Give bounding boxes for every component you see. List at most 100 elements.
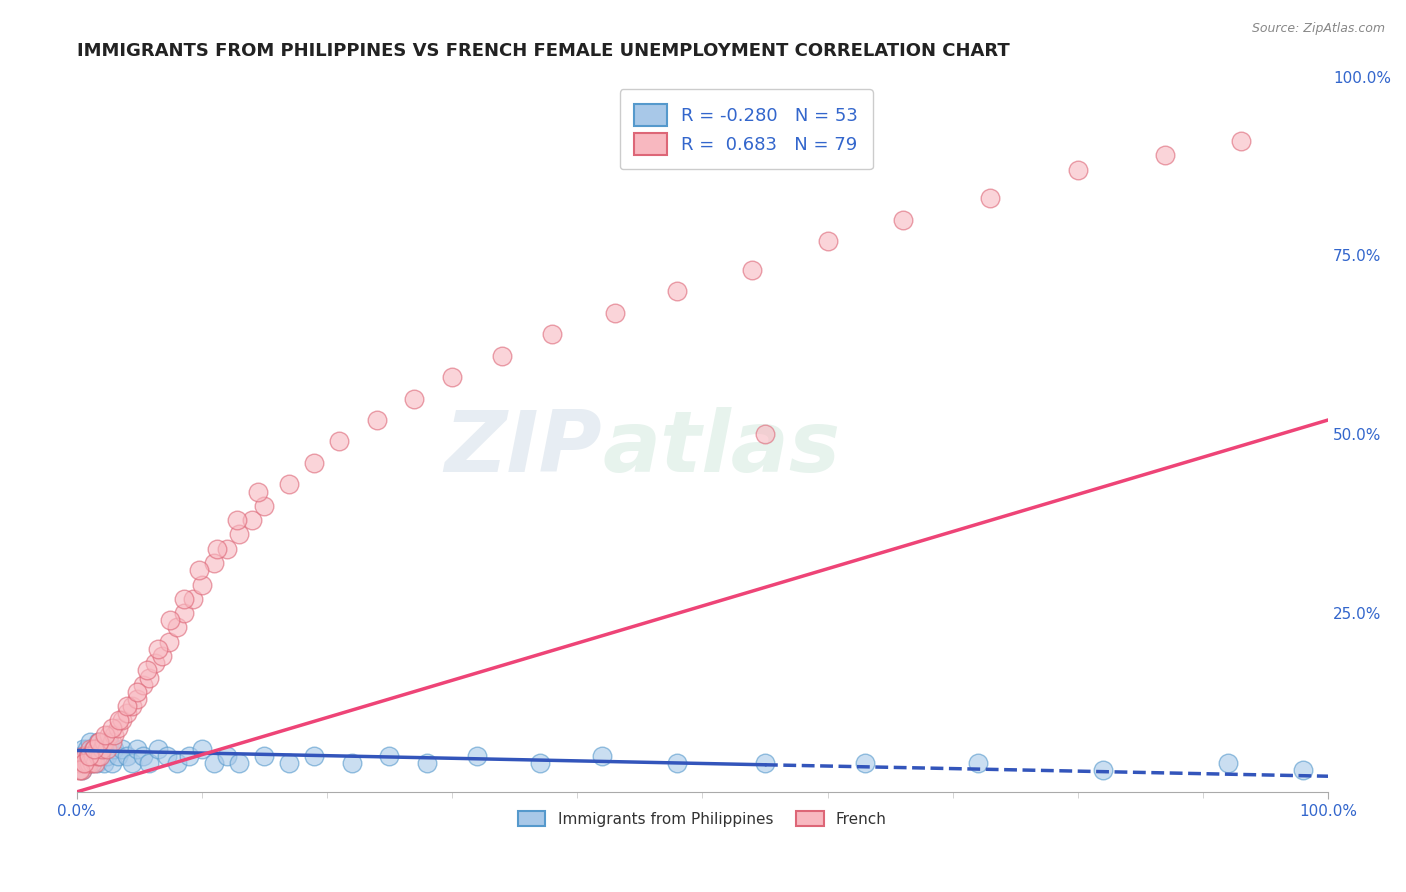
- Point: [121, 756, 143, 771]
- Point: [817, 234, 839, 248]
- Point: [404, 392, 426, 406]
- Point: [754, 756, 776, 771]
- Point: [115, 699, 138, 714]
- Point: [215, 541, 238, 556]
- Point: [529, 756, 551, 771]
- Text: atlas: atlas: [602, 407, 841, 490]
- Point: [1067, 162, 1090, 177]
- Point: [67, 756, 90, 771]
- Point: [1091, 764, 1114, 778]
- Point: [253, 749, 276, 764]
- Point: [138, 671, 160, 685]
- Point: [76, 749, 98, 764]
- Point: [603, 306, 626, 320]
- Point: [366, 413, 388, 427]
- Point: [87, 735, 110, 749]
- Point: [90, 742, 112, 756]
- Point: [465, 749, 488, 764]
- Point: [741, 262, 763, 277]
- Point: [110, 742, 132, 756]
- Point: [77, 756, 100, 771]
- Point: [79, 735, 101, 749]
- Point: [87, 735, 110, 749]
- Point: [73, 756, 96, 771]
- Point: [441, 370, 464, 384]
- Point: [100, 756, 122, 771]
- Point: [378, 749, 401, 764]
- Point: [72, 742, 94, 756]
- Point: [132, 678, 155, 692]
- Point: [132, 749, 155, 764]
- Point: [181, 591, 204, 606]
- Point: [125, 742, 148, 756]
- Point: [146, 641, 169, 656]
- Point: [157, 634, 180, 648]
- Point: [76, 756, 98, 771]
- Point: [90, 742, 112, 756]
- Point: [754, 427, 776, 442]
- Point: [173, 591, 195, 606]
- Point: [591, 749, 613, 764]
- Point: [173, 606, 195, 620]
- Point: [82, 742, 104, 756]
- Point: [73, 756, 96, 771]
- Point: [96, 742, 118, 756]
- Point: [100, 721, 122, 735]
- Point: [76, 742, 98, 756]
- Point: [491, 349, 513, 363]
- Point: [166, 756, 188, 771]
- Point: [125, 692, 148, 706]
- Point: [86, 742, 108, 756]
- Point: [228, 527, 250, 541]
- Point: [188, 563, 211, 577]
- Point: [93, 756, 115, 771]
- Point: [108, 714, 131, 728]
- Point: [98, 735, 121, 749]
- Point: [70, 764, 93, 778]
- Point: [103, 728, 125, 742]
- Point: [77, 749, 100, 764]
- Point: [69, 764, 91, 778]
- Point: [83, 742, 105, 756]
- Point: [215, 749, 238, 764]
- Point: [1154, 148, 1177, 162]
- Point: [190, 742, 212, 756]
- Point: [103, 742, 125, 756]
- Point: [979, 191, 1001, 205]
- Point: [135, 664, 157, 678]
- Point: [1292, 764, 1315, 778]
- Point: [1216, 756, 1239, 771]
- Text: IMMIGRANTS FROM PHILIPPINES VS FRENCH FEMALE UNEMPLOYMENT CORRELATION CHART: IMMIGRANTS FROM PHILIPPINES VS FRENCH FE…: [76, 42, 1010, 60]
- Point: [72, 749, 94, 764]
- Point: [328, 434, 350, 449]
- Point: [666, 756, 689, 771]
- Point: [202, 556, 225, 570]
- Point: [278, 756, 301, 771]
- Point: [125, 685, 148, 699]
- Point: [228, 756, 250, 771]
- Point: [86, 756, 108, 771]
- Point: [240, 513, 263, 527]
- Point: [83, 742, 105, 756]
- Point: [166, 620, 188, 634]
- Point: [84, 749, 107, 764]
- Point: [80, 756, 103, 771]
- Point: [75, 749, 97, 764]
- Point: [666, 284, 689, 298]
- Legend: Immigrants from Philippines, French: Immigrants from Philippines, French: [510, 803, 894, 834]
- Point: [853, 756, 876, 771]
- Point: [79, 742, 101, 756]
- Point: [94, 728, 117, 742]
- Point: [205, 541, 228, 556]
- Point: [70, 764, 93, 778]
- Point: [202, 756, 225, 771]
- Point: [77, 749, 100, 764]
- Point: [966, 756, 988, 771]
- Point: [80, 756, 103, 771]
- Text: Source: ZipAtlas.com: Source: ZipAtlas.com: [1251, 22, 1385, 36]
- Point: [225, 513, 247, 527]
- Point: [145, 656, 167, 670]
- Point: [340, 756, 363, 771]
- Point: [107, 721, 129, 735]
- Text: ZIP: ZIP: [444, 407, 602, 490]
